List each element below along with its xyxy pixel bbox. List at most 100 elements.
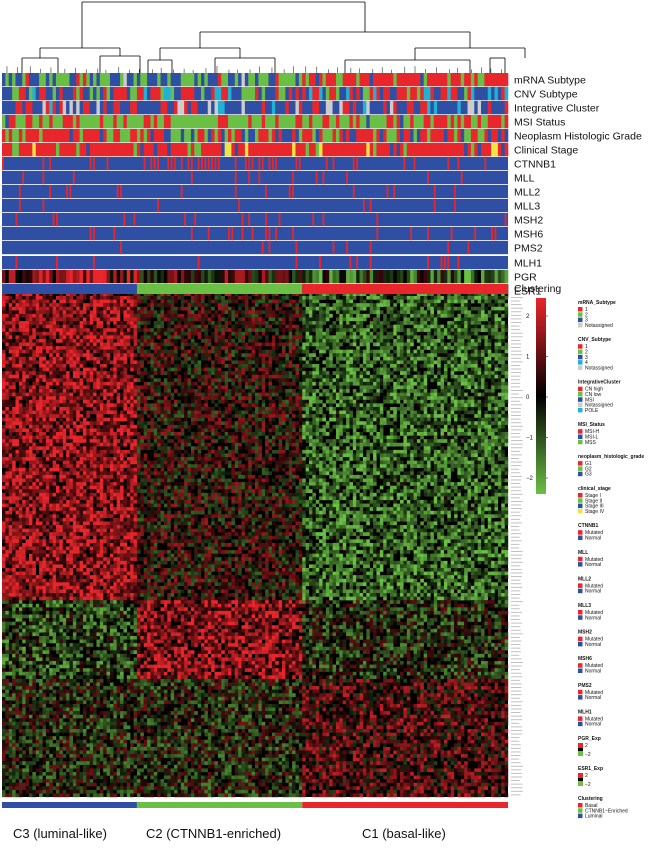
heatmap-cell bbox=[221, 378, 225, 383]
heatmap-cell bbox=[86, 381, 90, 386]
track-cell bbox=[366, 129, 370, 143]
heatmap-cell bbox=[454, 374, 458, 379]
heatmap-cell bbox=[5, 317, 9, 322]
heatmap-cell bbox=[49, 299, 53, 304]
heatmap-cell bbox=[99, 381, 104, 386]
track-cell bbox=[329, 73, 333, 87]
track-cell bbox=[160, 129, 165, 143]
heatmap-cell bbox=[352, 335, 357, 340]
heatmap-cell bbox=[130, 363, 134, 368]
heatmap-cell bbox=[170, 378, 175, 383]
heatmap-cell bbox=[211, 346, 215, 350]
heatmap-cell bbox=[332, 306, 337, 311]
heatmap-cell bbox=[140, 349, 144, 354]
heatmap-cell bbox=[22, 392, 26, 397]
heatmap-cell bbox=[308, 328, 313, 332]
heatmap-cell bbox=[443, 296, 448, 300]
heatmap-cell bbox=[325, 342, 330, 347]
heatmap-cell bbox=[167, 342, 171, 347]
heatmap-cell bbox=[79, 331, 84, 336]
annotation-track-neoplasm-histologic-grade bbox=[2, 129, 509, 143]
track-cell bbox=[491, 87, 495, 101]
heatmap-cell bbox=[292, 389, 296, 393]
track-cell bbox=[295, 115, 300, 129]
heatmap-cell bbox=[2, 313, 6, 318]
heatmap-cell bbox=[410, 331, 414, 336]
heatmap-row bbox=[2, 313, 509, 318]
heatmap-cell bbox=[214, 331, 219, 336]
heatmap-cell bbox=[201, 310, 205, 315]
heatmap-cell bbox=[433, 338, 438, 343]
heatmap-cell bbox=[241, 371, 246, 375]
heatmap-cell bbox=[52, 371, 57, 375]
heatmap-cell bbox=[481, 324, 485, 329]
heatmap-cell bbox=[423, 363, 428, 368]
heatmap-cell bbox=[174, 313, 178, 318]
track-cell bbox=[386, 73, 391, 87]
heatmap-cell bbox=[413, 313, 418, 318]
heatmap-cell bbox=[292, 356, 296, 361]
heatmap-cell bbox=[241, 331, 246, 336]
track-cell bbox=[275, 87, 279, 101]
track-cell bbox=[366, 73, 370, 87]
heatmap-cell bbox=[8, 363, 13, 368]
heatmap-cell bbox=[396, 363, 401, 368]
heatmap-cell bbox=[359, 381, 364, 386]
heatmap-cell bbox=[174, 367, 178, 372]
heatmap-cell bbox=[76, 385, 80, 390]
heatmap-cell bbox=[362, 331, 367, 336]
heatmap-cell bbox=[52, 349, 57, 354]
heatmap-cell bbox=[474, 353, 478, 358]
heatmap-cell bbox=[366, 303, 370, 307]
heatmap-cell bbox=[140, 371, 144, 375]
track-cell bbox=[126, 129, 131, 143]
heatmap-cell bbox=[342, 385, 347, 390]
track-cell bbox=[400, 115, 404, 129]
heatmap-cell bbox=[352, 349, 357, 354]
heatmap-cell bbox=[430, 317, 434, 322]
heatmap-cell bbox=[167, 389, 171, 393]
heatmap-cell bbox=[484, 346, 488, 350]
heatmap-cell bbox=[197, 328, 202, 332]
track-cell bbox=[376, 115, 381, 129]
heatmap-cell bbox=[187, 381, 192, 386]
track-cell bbox=[18, 129, 23, 143]
heatmap-cell bbox=[167, 328, 171, 332]
heatmap-cell bbox=[440, 392, 445, 397]
heatmap-cell bbox=[454, 378, 458, 383]
heatmap-cell bbox=[32, 396, 36, 400]
heatmap-cell bbox=[231, 338, 235, 343]
heatmap-cell bbox=[288, 328, 293, 332]
heatmap-cell bbox=[322, 381, 327, 386]
heatmap-cell bbox=[491, 353, 495, 358]
track-cell bbox=[470, 143, 475, 157]
track-cell bbox=[457, 101, 462, 115]
heatmap-cell bbox=[32, 328, 36, 332]
heatmap-cell bbox=[356, 317, 360, 322]
heatmap-cell bbox=[207, 392, 212, 397]
heatmap-cell bbox=[450, 328, 455, 332]
heatmap-cell bbox=[271, 389, 276, 393]
heatmap-cell bbox=[238, 306, 242, 311]
heatmap-cell bbox=[487, 392, 492, 397]
heatmap-cell bbox=[82, 356, 87, 361]
heatmap-cell bbox=[403, 349, 407, 354]
heatmap-cell bbox=[450, 303, 455, 307]
track-cell bbox=[190, 87, 195, 101]
heatmap-cell bbox=[292, 367, 296, 372]
track-background bbox=[2, 241, 508, 255]
track-cell bbox=[305, 115, 310, 129]
heatmap-cell bbox=[335, 299, 340, 304]
heatmap-cell bbox=[224, 389, 229, 393]
heatmap-cell bbox=[362, 303, 367, 307]
heatmap-cell bbox=[305, 342, 310, 347]
heatmap-cell bbox=[315, 346, 320, 350]
heatmap-cell bbox=[136, 317, 141, 322]
heatmap-cell bbox=[15, 378, 20, 383]
heatmap-cell bbox=[319, 381, 323, 386]
track-cell bbox=[275, 129, 279, 143]
heatmap-cell bbox=[147, 335, 151, 340]
heatmap-cell bbox=[66, 338, 70, 343]
track-cell bbox=[221, 129, 225, 143]
heatmap-cell bbox=[400, 338, 404, 343]
